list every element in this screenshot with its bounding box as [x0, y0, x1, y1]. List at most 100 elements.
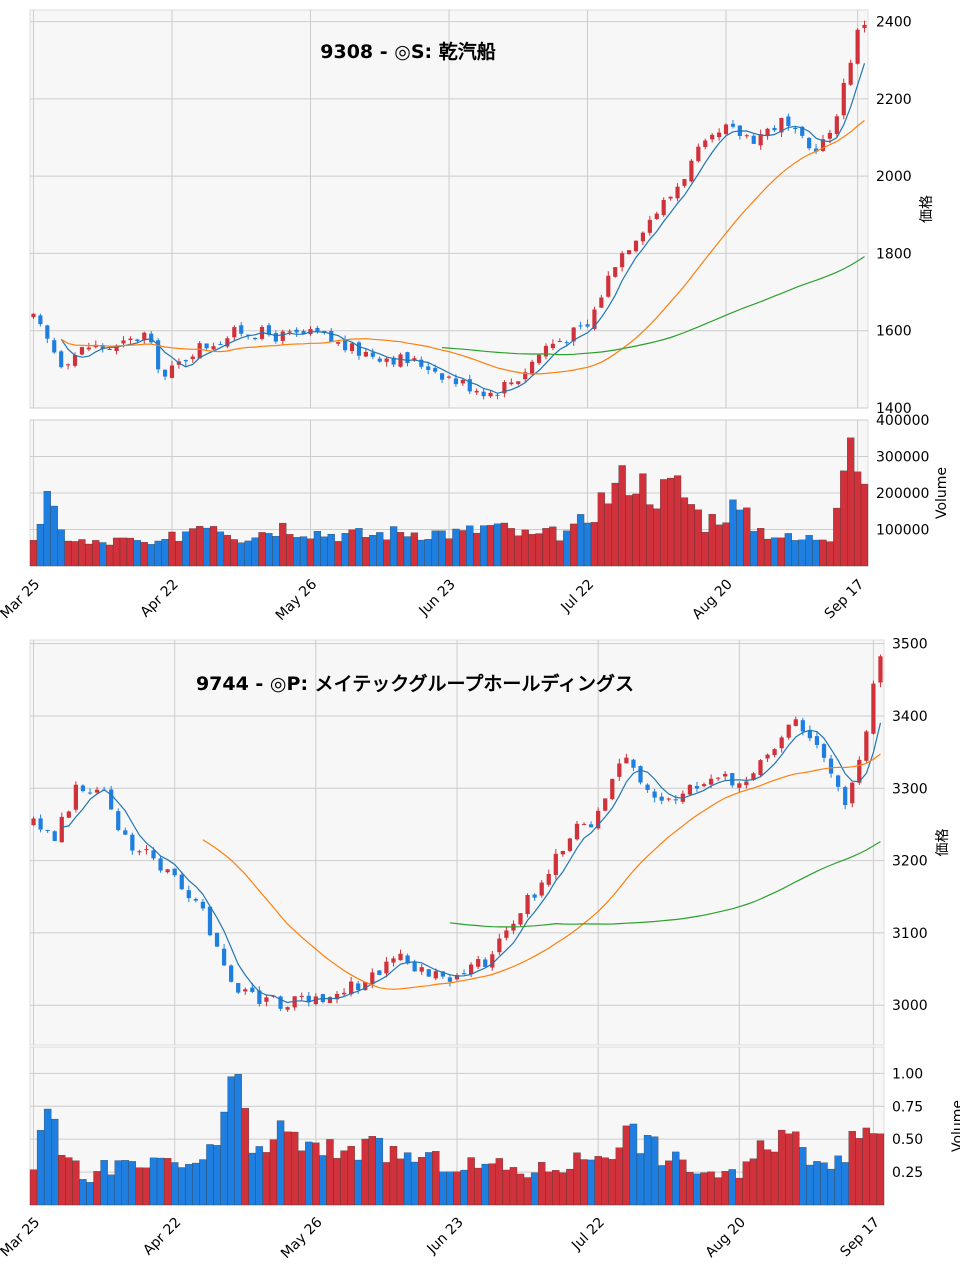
candle-body [162, 369, 168, 377]
candle-body [828, 758, 834, 774]
volume-bar [559, 1172, 567, 1206]
volume-bar [833, 507, 841, 567]
volume-bar [161, 539, 169, 567]
volume-bar [453, 1171, 461, 1206]
volume-bar [112, 537, 121, 567]
volume-bar [334, 541, 342, 567]
candle-body [391, 357, 396, 365]
volume-bar [43, 1108, 52, 1206]
volume-bar [749, 1158, 758, 1206]
candle-body [518, 913, 523, 925]
candle-body [497, 938, 502, 953]
volume-bar [673, 475, 682, 567]
candle-body [708, 778, 714, 785]
volume-bar [742, 1161, 751, 1206]
volume-bar [806, 1164, 814, 1206]
volume-bar [149, 1157, 158, 1206]
candle-body [666, 798, 671, 800]
volume-bar [29, 540, 38, 567]
x-tick-label: Apr 22 [138, 576, 182, 620]
candle-body [661, 199, 666, 216]
candle-body [218, 344, 223, 346]
volume-bar [29, 1169, 38, 1206]
candle-body [80, 785, 86, 791]
candle-body [236, 983, 241, 993]
candle-body [349, 343, 355, 351]
volume-bar [467, 1157, 475, 1206]
volume-bar [549, 526, 557, 567]
volume-bar [178, 1167, 186, 1206]
volume-bar [100, 1160, 108, 1206]
volume-bar [128, 1161, 137, 1206]
candle-body [716, 777, 721, 779]
candle-body [744, 135, 749, 137]
candle-body [703, 140, 708, 147]
candle-body [426, 366, 431, 370]
candle-body [495, 394, 500, 396]
candle-body [52, 831, 57, 841]
volume-bar [493, 523, 502, 567]
volume-bar [847, 437, 855, 567]
volume-bar [460, 1169, 468, 1206]
volume-bar [189, 528, 197, 567]
volume-bar [618, 465, 626, 567]
volume-bar [694, 509, 702, 567]
volume-bar [481, 1163, 489, 1206]
candle-body [190, 356, 195, 360]
candle-body [243, 989, 248, 992]
candle-body [779, 737, 784, 749]
volume-bar [142, 1167, 151, 1206]
x-tick-label: Jul 22 [558, 576, 598, 616]
candle-body [701, 784, 707, 787]
candle-body [668, 196, 673, 199]
volume-bar [283, 1131, 292, 1206]
volume-bar [185, 1164, 193, 1206]
volume-bar [488, 1163, 496, 1206]
candle-body [225, 338, 230, 347]
volume-bar [362, 537, 370, 567]
candle-body [264, 997, 269, 1002]
candle-body [31, 313, 36, 318]
volume-bar [701, 532, 709, 567]
volume-bar [848, 1131, 856, 1206]
candle-body [841, 82, 846, 116]
volume-tick-label: 0.25 [892, 1165, 923, 1181]
candle-body [299, 995, 304, 997]
candle-body [758, 760, 763, 776]
volume-bar [272, 536, 280, 567]
candle-body [737, 783, 742, 788]
volume-bar [206, 1144, 214, 1206]
volume-bar [538, 1162, 546, 1206]
volume-bar [230, 539, 238, 567]
volume-bar [813, 1161, 821, 1206]
volume-bar [135, 1167, 144, 1206]
volume-bar [79, 1179, 87, 1206]
volume-bar [251, 537, 259, 567]
volume-bar [396, 532, 405, 567]
candle-body [128, 338, 133, 340]
volume-bar [714, 1177, 722, 1206]
candle-body [343, 339, 348, 351]
candle-body [135, 339, 140, 342]
volume-bar [445, 538, 453, 567]
volume-bar [348, 529, 356, 567]
volume-bar [320, 536, 328, 567]
candle-body [142, 332, 147, 341]
candle-body [689, 160, 694, 182]
volume-bar [279, 522, 287, 567]
volume-bar [312, 1142, 320, 1206]
candle-body [45, 829, 50, 831]
moving-average-line-5 [61, 722, 882, 1004]
volume-bar [708, 514, 716, 567]
volume-bar [650, 1136, 659, 1206]
candle-body [821, 744, 827, 758]
candle-body [675, 186, 680, 199]
candle-body [581, 823, 587, 825]
candle-body [334, 993, 340, 1000]
volume-bar [643, 1135, 652, 1206]
volume-bar [853, 471, 862, 567]
candle-body [855, 29, 860, 64]
volume-bar [728, 1169, 736, 1206]
volume-bar [528, 534, 536, 567]
volume-bar [500, 522, 509, 567]
